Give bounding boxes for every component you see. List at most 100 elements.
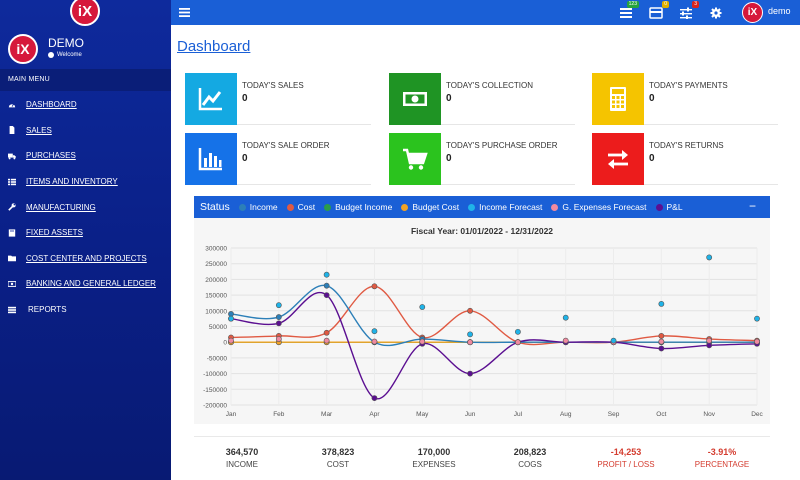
- y-tick-label: -150000: [203, 387, 227, 394]
- avatar[interactable]: iX: [8, 34, 38, 64]
- money-icon: [403, 92, 427, 106]
- legend-swatch: [551, 203, 559, 211]
- dashboard-icon: [8, 103, 16, 108]
- sidebar-item-label: COST CENTER AND PROJECTS: [26, 253, 147, 263]
- brand-logo-text: iX: [77, 2, 93, 20]
- data-point-p-l: [658, 345, 665, 352]
- user-status: Welcome: [48, 52, 82, 58]
- sidebar-item-cost-center[interactable]: COST CENTER AND PROJECTS: [0, 246, 171, 272]
- legend-item-income[interactable]: Income: [238, 202, 278, 212]
- card-todays-collection[interactable]: TODAY'S COLLECTION 0: [389, 73, 575, 125]
- legend-item-cost[interactable]: Cost: [286, 202, 316, 212]
- summary-percentage: -3.91% PERCENTAGE: [674, 447, 770, 469]
- legend-label: Cost: [297, 202, 316, 212]
- summary-value: 170,000: [417, 447, 451, 457]
- alerts-button[interactable]: 3: [679, 1, 699, 19]
- brand-logo[interactable]: iX: [70, 0, 100, 26]
- settings-button[interactable]: [709, 6, 723, 19]
- sidebar-item-label: SALES: [26, 125, 52, 135]
- summary-value: 378,823: [321, 447, 355, 457]
- sidebar-item-label: FIXED ASSETS: [26, 228, 83, 238]
- money-icon: [8, 281, 16, 287]
- list-icon: [8, 306, 16, 313]
- status-dot-icon: [48, 52, 54, 58]
- sidebar-item-label: DASHBOARD: [26, 100, 77, 110]
- sidebar-item-items-inventory[interactable]: ITEMS AND INVENTORY: [0, 169, 171, 195]
- summary-label: COST: [326, 460, 350, 469]
- legend-item-budget-income[interactable]: Budget Income: [324, 202, 392, 212]
- card-value: 0: [649, 93, 655, 104]
- data-point-income-forecast: [658, 300, 665, 307]
- data-point-income-forecast: [515, 328, 521, 335]
- user-status-text: Welcome: [57, 52, 82, 58]
- bar-chart-icon: [198, 148, 222, 171]
- sidebar-item-purchases[interactable]: PURCHASES: [0, 143, 171, 169]
- x-tick-label: Aug: [560, 411, 572, 418]
- card-todays-purchase-order[interactable]: TODAY'S PURCHASE ORDER 0: [389, 133, 575, 185]
- user-menu[interactable]: demo: [768, 6, 791, 16]
- summary-cost: 378,823 COST: [290, 447, 386, 469]
- sidebar-item-label: ITEMS AND INVENTORY: [26, 177, 118, 187]
- series-line-p-l: [230, 291, 758, 400]
- data-point-p-l: [467, 370, 473, 377]
- legend-item-expenses-forecast[interactable]: G. Expenses Forecast: [551, 202, 647, 212]
- data-point-g-expenses-forecast: [371, 338, 378, 345]
- tasks-button[interactable]: 123: [619, 1, 639, 18]
- alerts-badge: 3: [692, 1, 699, 8]
- data-point-income-forecast: [467, 331, 473, 338]
- sidebar-item-fixed-assets[interactable]: FIXED ASSETS: [0, 220, 171, 246]
- card-todays-payments[interactable]: TODAY'S PAYMENTS 0: [592, 73, 778, 125]
- legend-label: P&L: [666, 202, 683, 212]
- summary-label: INCOME: [226, 460, 258, 469]
- sidebar-item-reports[interactable]: REPORTS: [0, 297, 171, 323]
- legend-swatch: [324, 203, 332, 211]
- status-chart: Fiscal Year: 01/01/2022 - 12/31/2022 3000…: [194, 218, 770, 424]
- y-tick-label: 200000: [205, 277, 227, 284]
- sliders-icon: [680, 7, 692, 19]
- y-tick-label: -50000: [207, 355, 228, 362]
- chart-title: Fiscal Year: 01/01/2022 - 12/31/2022: [411, 226, 553, 236]
- card-value: 0: [242, 153, 248, 164]
- card-todays-sales[interactable]: TODAY'S SALES 0: [185, 73, 371, 125]
- collapse-button[interactable]: −: [748, 199, 756, 213]
- x-tick-label: Sep: [608, 411, 620, 418]
- card-label: TODAY'S RETURNS: [649, 141, 724, 150]
- legend-label: Budget Income: [335, 202, 393, 212]
- data-point-g-expenses-forecast: [275, 336, 282, 342]
- legend-item-budget-cost[interactable]: Budget Cost: [401, 202, 459, 212]
- summary-label: PROFIT / LOSS: [597, 460, 655, 469]
- messages-button[interactable]: 0: [649, 1, 669, 19]
- x-tick-label: Jul: [514, 411, 523, 418]
- card-value: 0: [446, 93, 452, 104]
- x-tick-label: Dec: [751, 411, 763, 418]
- card-label: TODAY'S PURCHASE ORDER: [446, 141, 558, 150]
- sidebar-item-manufacturing[interactable]: MANUFACTURING: [0, 194, 171, 220]
- gear-icon: [710, 7, 722, 19]
- data-point-income-forecast: [562, 314, 569, 321]
- status-header: Status Income Cost Budget Income Budget …: [194, 196, 770, 218]
- legend-swatch: [655, 203, 663, 211]
- page-title[interactable]: Dashboard: [177, 38, 251, 55]
- hamburger-menu-icon[interactable]: [179, 7, 190, 18]
- sidebar-menu: DASHBOARD SALES PURCHASES ITEMS AND INVE…: [0, 92, 171, 322]
- summary-label: PERCENTAGE: [694, 460, 750, 469]
- legend-item-pl[interactable]: P&L: [655, 202, 683, 212]
- y-tick-label: 250000: [205, 261, 227, 268]
- folder-icon: [8, 255, 16, 262]
- user-avatar[interactable]: iX: [742, 2, 763, 23]
- data-point-income-forecast: [228, 315, 234, 322]
- legend-item-income-forecast[interactable]: Income Forecast: [468, 202, 542, 212]
- wrench-icon: [8, 203, 16, 211]
- card-icon-box: [389, 73, 441, 125]
- data-point-g-expenses-forecast: [706, 337, 713, 344]
- card-icon-box: [389, 133, 441, 185]
- card-label: TODAY'S PAYMENTS: [649, 81, 728, 90]
- card-todays-returns[interactable]: TODAY'S RETURNS 0: [592, 133, 778, 185]
- sidebar-item-dashboard[interactable]: DASHBOARD: [0, 92, 171, 118]
- legend-label: Budget Cost: [412, 202, 460, 212]
- top-bar: 123 0 3 iX demo: [171, 0, 800, 25]
- sidebar-item-banking[interactable]: BANKING AND GENERAL LEDGER: [0, 271, 171, 297]
- card-todays-sale-order[interactable]: TODAY'S SALE ORDER 0: [185, 133, 371, 185]
- sidebar-item-sales[interactable]: SALES: [0, 118, 171, 144]
- legend-swatch: [401, 203, 409, 211]
